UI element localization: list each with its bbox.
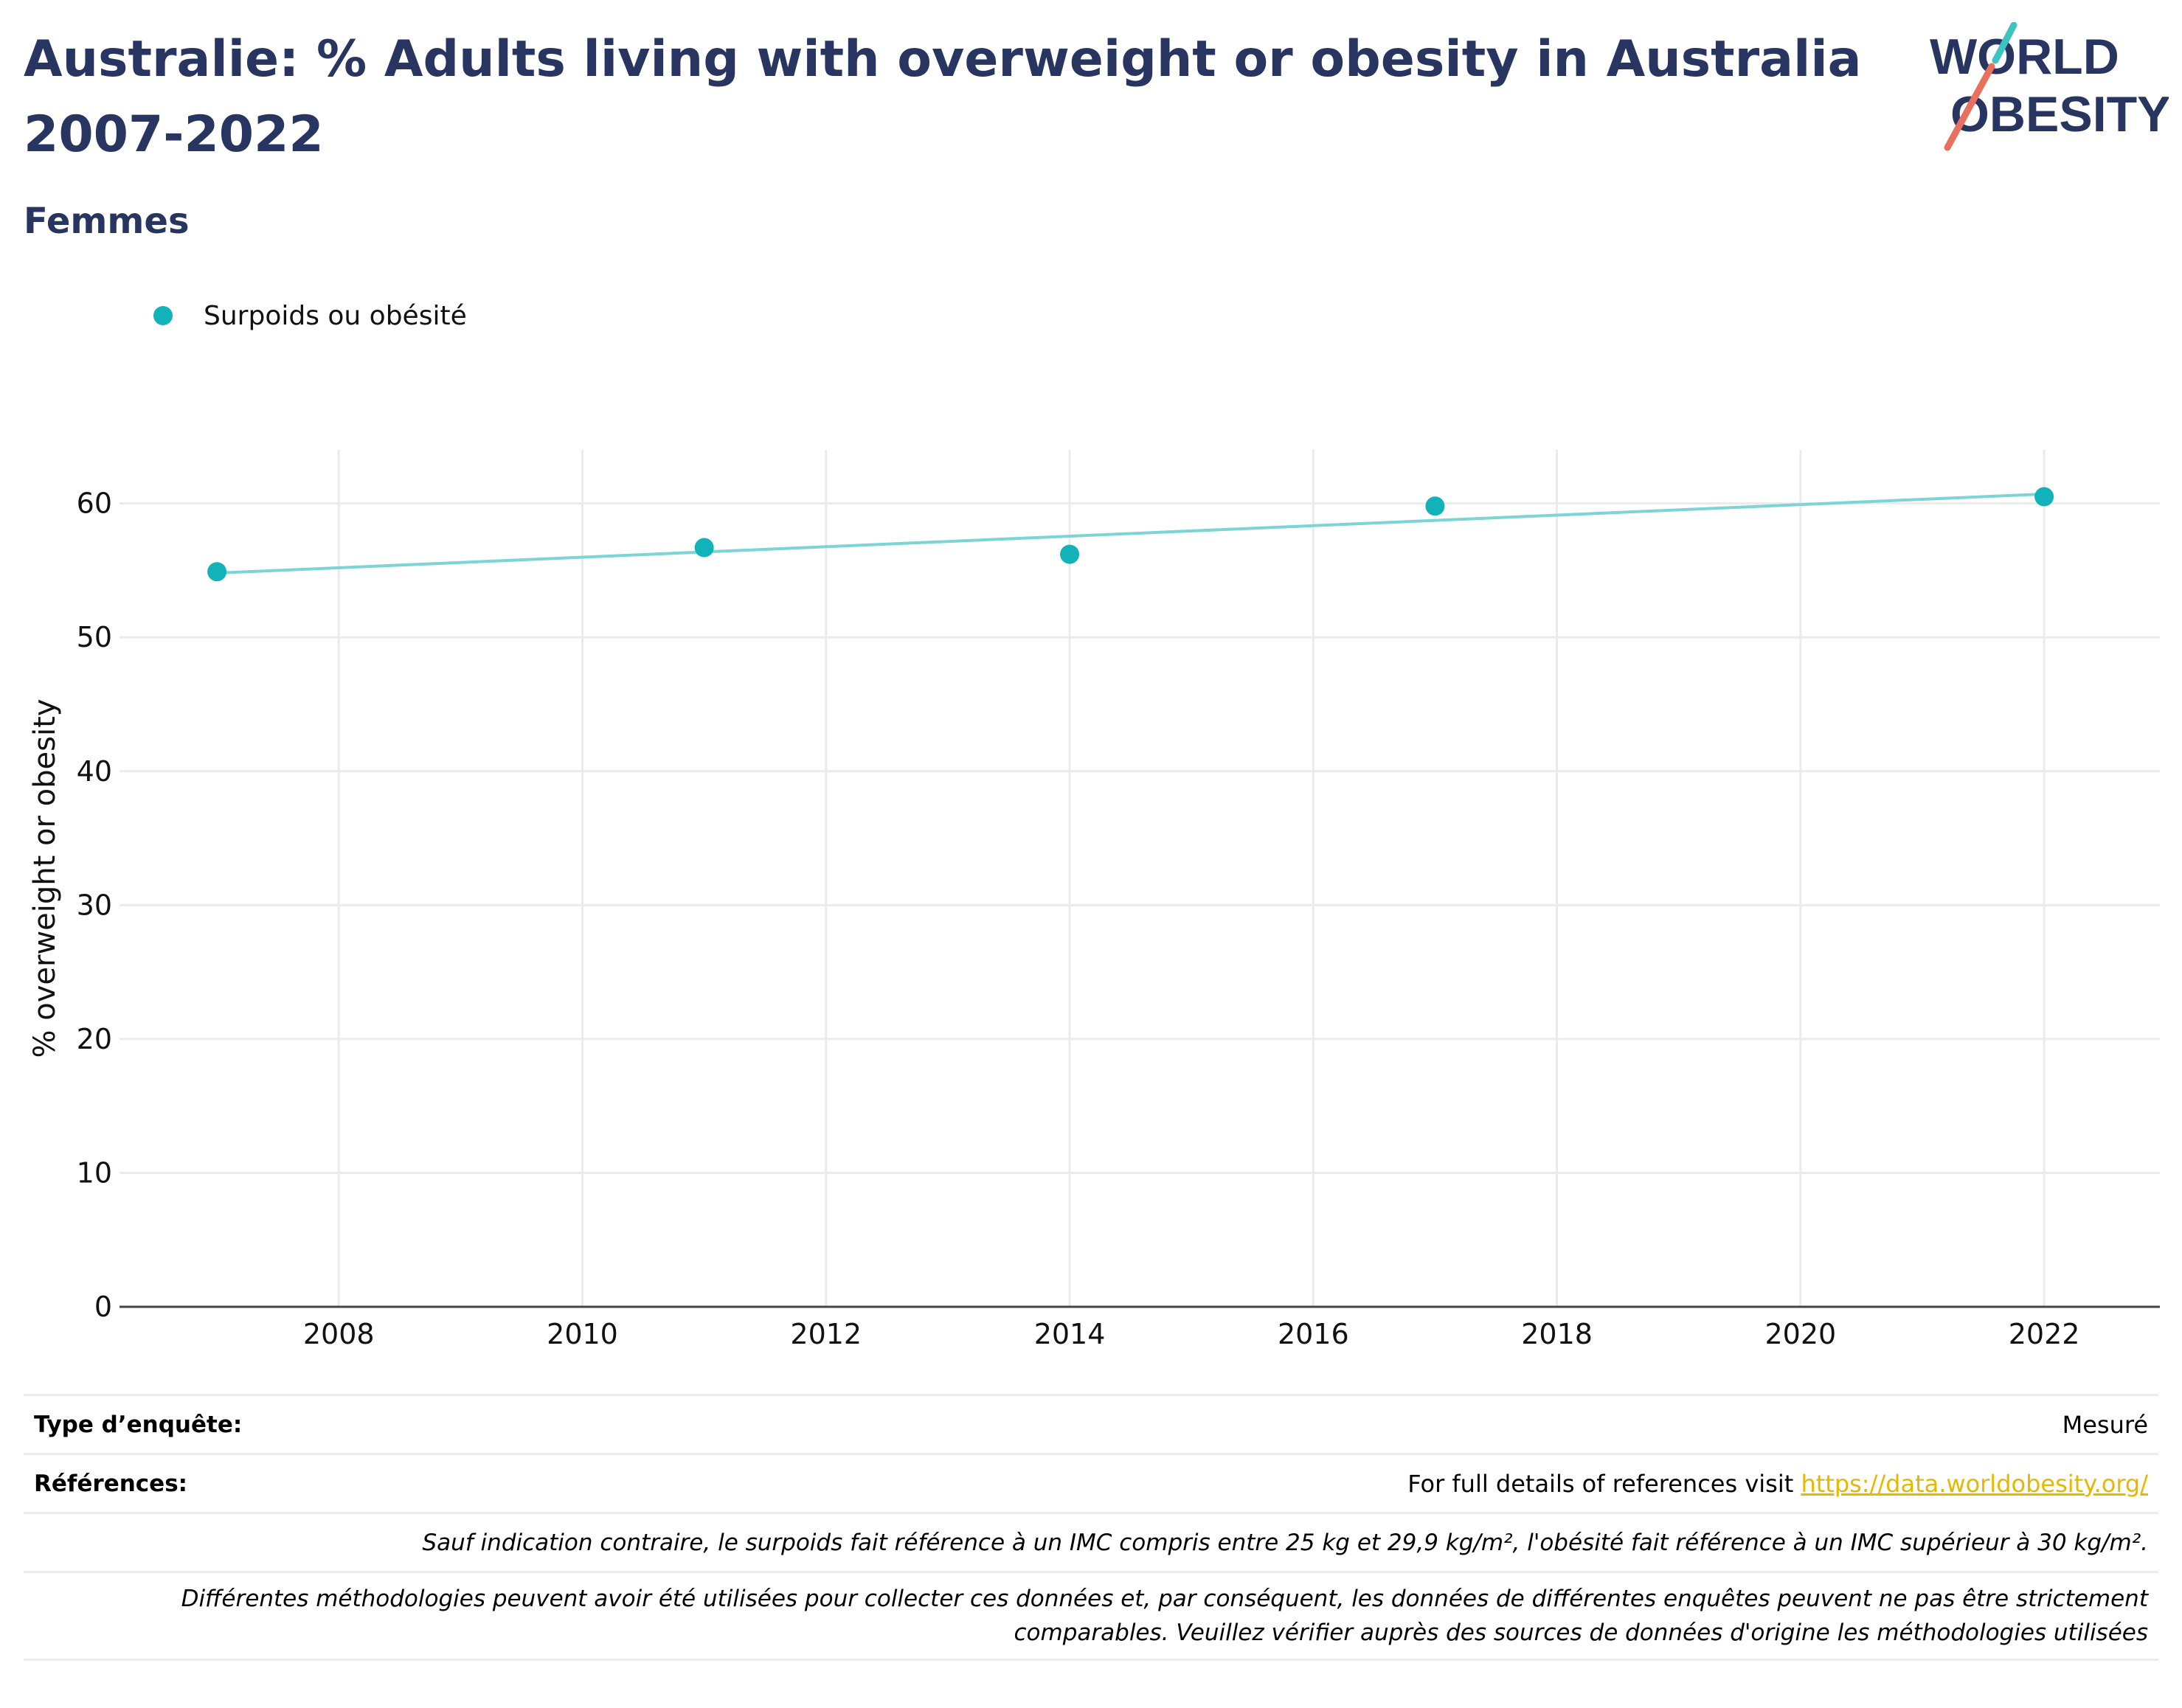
info-table: Type d’enquête: Mesuré Références: For f…: [24, 1394, 2158, 1661]
legend-label: Surpoids ou obésité: [204, 300, 467, 331]
y-tick-label: 0: [94, 1291, 112, 1323]
x-tick-label: 2014: [1034, 1318, 1106, 1350]
y-tick-label: 60: [77, 487, 112, 520]
references-link[interactable]: https://data.worldobesity.org/: [1801, 1469, 2148, 1498]
survey-type-value: Mesuré: [2062, 1410, 2148, 1439]
data-point: [2034, 487, 2054, 507]
y-tick-label: 50: [77, 621, 112, 653]
survey-type-label: Type d’enquête:: [34, 1411, 243, 1438]
y-tick-label: 10: [77, 1156, 112, 1189]
trend-line: [217, 492, 2045, 575]
methodology-note-line1: Différentes méthodologies peuvent avoir …: [181, 1586, 2148, 1612]
x-tick-label: 2018: [1521, 1318, 1593, 1350]
logo-text-world: WORLD: [1930, 29, 2119, 85]
logo-slash-coral: [1944, 63, 1995, 151]
references-row: Références: For full details of referenc…: [24, 1453, 2158, 1512]
y-tick-label: 40: [77, 755, 112, 788]
bmi-note: Sauf indication contraire, le surpoids f…: [422, 1529, 2148, 1556]
chart-legend[interactable]: Surpoids ou obésité: [153, 295, 467, 336]
y-tick-label: 30: [77, 889, 112, 921]
x-tick-label: 2010: [547, 1318, 618, 1350]
logo-slash-teal: [1992, 22, 2018, 64]
data-point: [1425, 496, 1445, 516]
methodology-note-line2: comparables. Veuillez vérifier auprès de…: [1014, 1620, 2148, 1646]
data-point: [1060, 544, 1080, 564]
x-tick-label: 2020: [1764, 1318, 1836, 1350]
scatter-chart: 2008 2010 2012 2014 2016 2018 2020 2022 0 10 20 30 4…: [28, 450, 2160, 1350]
methodology-note-row: Différentes méthodologies peuvent avoir …: [24, 1571, 2158, 1661]
data-point: [207, 562, 227, 582]
y-axis-label: % overweight or obesity: [28, 699, 62, 1058]
page-title: Australie: % Adults living with overweig…: [24, 30, 1862, 164]
bmi-note-row: Sauf indication contraire, le surpoids f…: [24, 1512, 2158, 1571]
y-tick-label: 20: [77, 1023, 112, 1055]
logo-text-obesity: OBESITY: [1950, 86, 2169, 142]
references-label: Références:: [34, 1470, 188, 1497]
chart-subtitle: Femmes: [24, 201, 190, 242]
references-text: For full details of references visit: [1407, 1469, 1801, 1498]
x-tick-label: 2012: [790, 1318, 862, 1350]
survey-type-row: Type d’enquête: Mesuré: [24, 1394, 2158, 1453]
references-value: For full details of references visit htt…: [1407, 1470, 2148, 1498]
legend-marker: [153, 306, 173, 325]
methodology-note: Différentes méthodologies peuvent avoir …: [34, 1573, 2148, 1659]
x-tick-label: 2008: [303, 1318, 375, 1350]
x-tick-label: 2022: [2009, 1318, 2080, 1350]
x-tick-label: 2016: [1278, 1318, 1349, 1350]
data-point: [694, 538, 714, 558]
world-obesity-logo: WORLD OBESITY: [1930, 22, 2169, 151]
